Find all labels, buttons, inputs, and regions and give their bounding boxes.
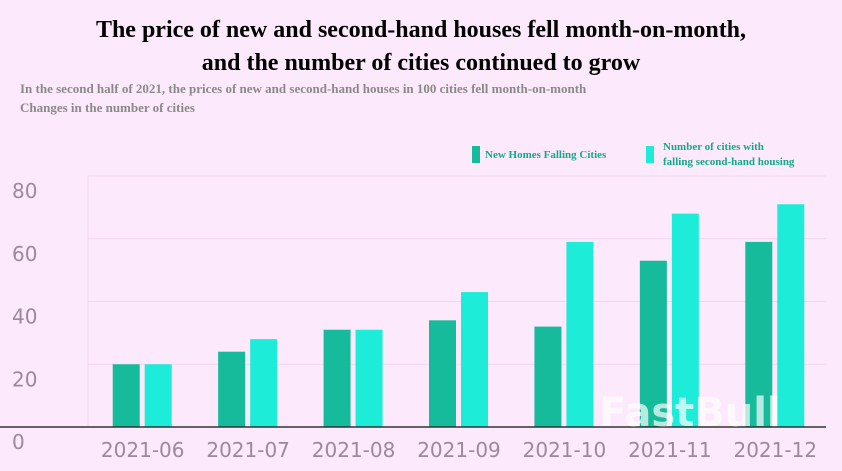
bar: [218, 351, 246, 427]
legend-swatch: [646, 146, 654, 163]
bar: [639, 260, 667, 427]
chart-subtitle: In the second half of 2021, the prices o…: [20, 81, 587, 96]
y-tick-label: 60: [12, 242, 37, 266]
x-tick-label: 2021-07: [206, 438, 290, 462]
bar: [461, 292, 488, 427]
y-tick-label: 0: [12, 430, 25, 454]
x-tick-label: 2021-10: [523, 438, 607, 462]
bar: [777, 204, 805, 427]
bar: [671, 213, 699, 427]
y-tick-label: 20: [12, 367, 37, 391]
bar: [250, 339, 278, 427]
bar: [745, 241, 773, 427]
x-tick-label: 2021-06: [101, 438, 185, 462]
bar: [323, 329, 351, 427]
legend-label: New Homes Falling Cities: [485, 149, 607, 161]
legend-swatch: [472, 146, 480, 163]
bar: [429, 320, 456, 427]
x-tick-label: 2021-08: [312, 438, 396, 462]
y-tick-label: 80: [12, 179, 37, 203]
x-tick-label: 2021-12: [733, 438, 817, 462]
bar: [112, 364, 140, 427]
bar: [144, 364, 172, 427]
legend-label: Number of cities with: [663, 141, 764, 153]
chart-title: The price of new and second-hand houses …: [96, 17, 746, 43]
bar: [355, 329, 383, 427]
y-tick-label: 40: [12, 305, 37, 329]
legend-label: falling second-hand housing: [663, 156, 795, 168]
x-tick-label: 2021-09: [417, 438, 501, 462]
bar: [534, 326, 562, 427]
watermark: FastBull: [599, 390, 780, 436]
chart-subtitle: Changes in the number of cities: [20, 100, 195, 115]
x-tick-label: 2021-11: [628, 438, 712, 462]
bar: [566, 241, 594, 427]
chart-title: and the number of cities continued to gr…: [202, 50, 641, 76]
